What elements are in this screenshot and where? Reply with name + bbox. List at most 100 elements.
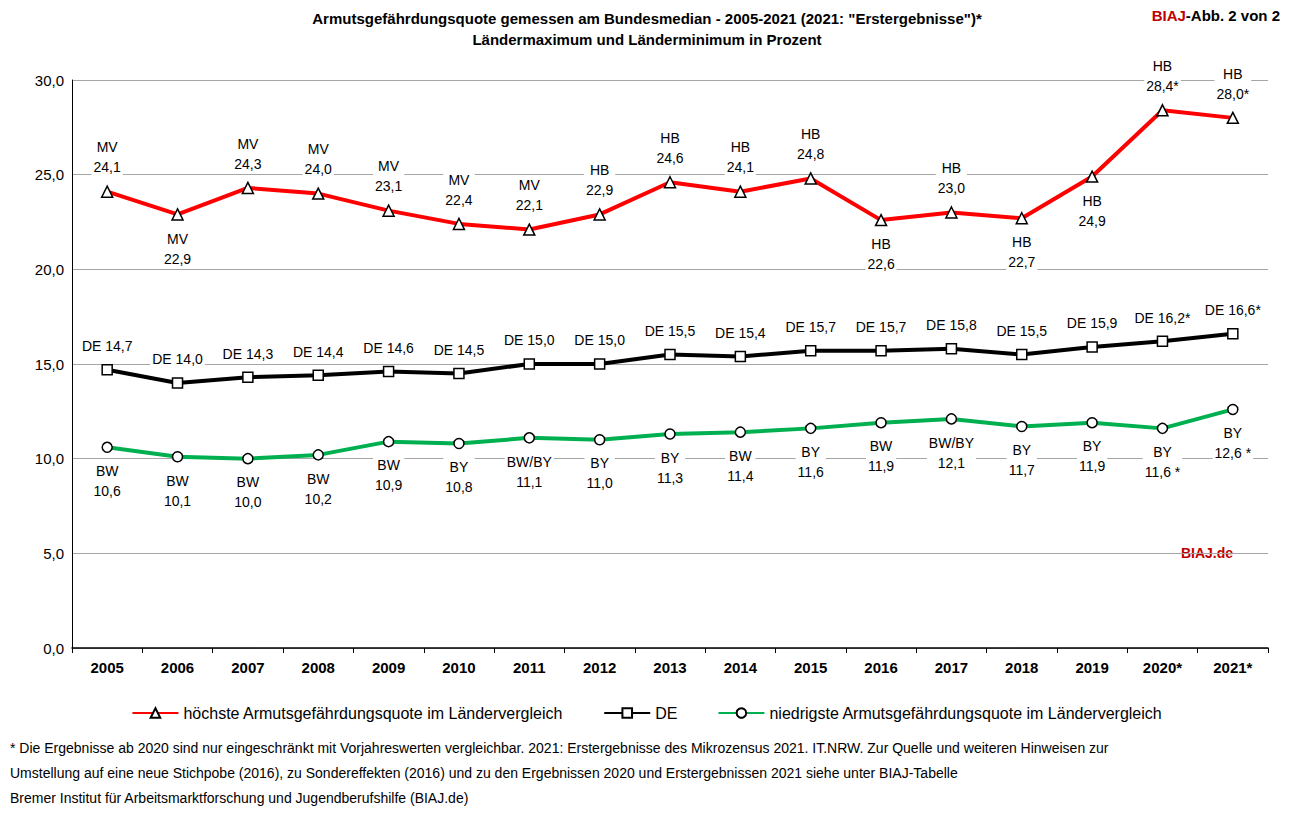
svg-text:BW: BW [237, 474, 260, 490]
svg-text:DE 15,9: DE 15,9 [1067, 315, 1118, 331]
svg-text:22,9: 22,9 [586, 182, 613, 198]
svg-text:11,6: 11,6 [798, 464, 824, 480]
svg-text:DE 14,3: DE 14,3 [223, 346, 274, 362]
svg-text:MV: MV [167, 231, 189, 247]
svg-text:22,7: 22,7 [1008, 254, 1035, 270]
svg-text:2015: 2015 [794, 659, 827, 676]
svg-text:11,4: 11,4 [727, 468, 753, 484]
svg-text:28,4*: 28,4* [1146, 78, 1179, 94]
svg-text:5,0: 5,0 [43, 545, 64, 562]
svg-text:BY: BY [661, 450, 680, 466]
svg-text:höchste Armutsgefährdungsquote: höchste Armutsgefährdungsquote im Länder… [183, 705, 562, 722]
svg-text:MV: MV [378, 158, 400, 174]
svg-text:-Abb. 2 von 2: -Abb. 2 von 2 [1186, 7, 1280, 24]
svg-text:22,6: 22,6 [867, 256, 894, 272]
svg-text:BY: BY [1223, 425, 1242, 441]
svg-text:DE 14,4: DE 14,4 [293, 344, 344, 360]
svg-text:HB: HB [871, 236, 890, 252]
svg-text:22,9: 22,9 [164, 251, 191, 267]
svg-text:24,9: 24,9 [1078, 213, 1105, 229]
svg-text:10,2: 10,2 [305, 491, 332, 507]
svg-text:11,9: 11,9 [1079, 458, 1105, 474]
svg-text:2010: 2010 [442, 659, 475, 676]
svg-text:BW: BW [729, 448, 752, 464]
svg-text:24,8: 24,8 [797, 146, 824, 162]
svg-text:2016: 2016 [864, 659, 897, 676]
svg-text:BIAJ: BIAJ [1152, 7, 1186, 24]
svg-text:2014: 2014 [724, 659, 758, 676]
svg-text:HB: HB [1012, 234, 1031, 250]
svg-text:BY: BY [590, 455, 609, 471]
svg-text:DE 15,8: DE 15,8 [926, 317, 977, 333]
svg-text:DE 15,5: DE 15,5 [645, 323, 696, 339]
svg-text:24,0: 24,0 [305, 161, 332, 177]
svg-text:BW: BW [870, 438, 893, 454]
svg-text:2021*: 2021* [1213, 659, 1252, 676]
svg-text:DE 15,0: DE 15,0 [504, 332, 555, 348]
svg-text:10,6: 10,6 [94, 483, 121, 499]
svg-text:0,0: 0,0 [43, 640, 64, 657]
svg-text:15,0: 15,0 [35, 356, 64, 373]
svg-text:DE 16,6*: DE 16,6* [1205, 302, 1262, 318]
svg-text:niedrigste Armutsgefährdungsqu: niedrigste Armutsgefährdungsquote im Län… [769, 705, 1161, 722]
svg-text:BY: BY [1083, 438, 1102, 454]
svg-text:MV: MV [448, 172, 470, 188]
svg-text:2013: 2013 [653, 659, 686, 676]
svg-text:24,1: 24,1 [727, 159, 754, 175]
svg-text:11,6 *: 11,6 * [1145, 464, 1181, 480]
svg-text:Ländermaximum und Länderminimu: Ländermaximum und Länderminimum in Proze… [472, 31, 821, 48]
svg-text:BY: BY [450, 459, 469, 475]
svg-text:24,6: 24,6 [656, 150, 683, 166]
svg-text:2008: 2008 [302, 659, 335, 676]
svg-text:2009: 2009 [372, 659, 405, 676]
svg-text:HB: HB [801, 126, 820, 142]
svg-text:10,1: 10,1 [164, 493, 191, 509]
svg-text:BW/BY: BW/BY [929, 435, 975, 451]
svg-text:MV: MV [97, 139, 119, 155]
svg-text:2018: 2018 [1005, 659, 1038, 676]
svg-text:HB: HB [660, 130, 679, 146]
svg-text:HB: HB [942, 160, 961, 176]
svg-text:2006: 2006 [161, 659, 194, 676]
svg-text:2005: 2005 [90, 659, 123, 676]
svg-text:10,0: 10,0 [234, 494, 261, 510]
svg-text:2011: 2011 [513, 659, 546, 676]
svg-text:BY: BY [1153, 444, 1172, 460]
svg-text:MV: MV [519, 177, 541, 193]
svg-text:24,3: 24,3 [234, 156, 261, 172]
svg-text:HB: HB [731, 139, 750, 155]
svg-text:2019: 2019 [1075, 659, 1108, 676]
svg-text:11,7: 11,7 [1009, 462, 1035, 478]
svg-text:11,9: 11,9 [868, 458, 894, 474]
svg-text:HB: HB [590, 162, 609, 178]
svg-text:11,0: 11,0 [587, 475, 613, 491]
svg-text:30,0: 30,0 [35, 72, 64, 89]
svg-text:12,1: 12,1 [938, 455, 965, 471]
svg-text:DE 14,0: DE 14,0 [152, 351, 203, 367]
svg-text:DE 15,7: DE 15,7 [785, 319, 836, 335]
svg-text:DE: DE [655, 705, 677, 722]
svg-text:2012: 2012 [583, 659, 616, 676]
svg-text:DE 15,7: DE 15,7 [856, 319, 907, 335]
svg-text:DE 15,0: DE 15,0 [574, 332, 625, 348]
svg-text:BW/BY: BW/BY [507, 454, 553, 470]
svg-text:DE 14,6: DE 14,6 [363, 340, 414, 356]
svg-text:10,8: 10,8 [445, 479, 472, 495]
svg-text:HB: HB [1153, 58, 1172, 74]
svg-text:24,1: 24,1 [94, 159, 121, 175]
svg-text:22,1: 22,1 [516, 197, 543, 213]
svg-text:BY: BY [1012, 442, 1031, 458]
svg-text:HB: HB [1082, 193, 1101, 209]
svg-text:BW: BW [377, 457, 400, 473]
svg-text:20,0: 20,0 [35, 261, 64, 278]
svg-text:BY: BY [801, 444, 820, 460]
svg-text:HB: HB [1223, 66, 1242, 82]
svg-text:10,9: 10,9 [375, 477, 402, 493]
svg-text:2017: 2017 [935, 659, 968, 676]
svg-text:MV: MV [308, 141, 330, 157]
svg-text:DE 15,4: DE 15,4 [715, 325, 766, 341]
svg-text:Armutsgefährdungsquote gemesse: Armutsgefährdungsquote gemessen am Bunde… [312, 10, 982, 27]
svg-text:22,4: 22,4 [445, 192, 472, 208]
svg-text:25,0: 25,0 [35, 166, 64, 183]
svg-text:11,3: 11,3 [657, 470, 683, 486]
